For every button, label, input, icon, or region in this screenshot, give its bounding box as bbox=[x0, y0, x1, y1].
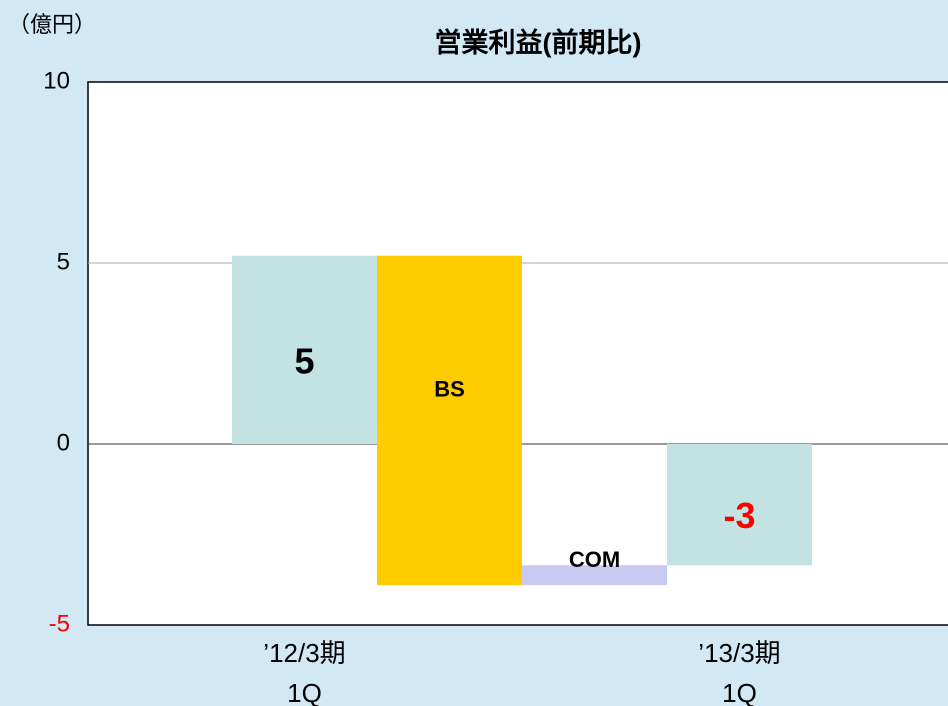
bar-name: BS bbox=[434, 376, 465, 401]
y-tick-label: 5 bbox=[57, 248, 70, 275]
y-tick-label: 10 bbox=[43, 67, 70, 94]
x-tick-label: 1Q bbox=[722, 678, 757, 706]
value-label: -3 bbox=[723, 495, 755, 536]
bar bbox=[522, 565, 667, 586]
x-tick-label: ’12/3期 bbox=[263, 638, 345, 668]
x-tick-label: 1Q bbox=[287, 678, 322, 706]
bar bbox=[667, 444, 812, 566]
y-tick-label: -5 bbox=[49, 610, 70, 637]
bar-name: COM bbox=[569, 547, 620, 572]
y-tick-label: 0 bbox=[57, 429, 70, 456]
chart-title: 営業利益(前期比) bbox=[435, 27, 642, 58]
bar bbox=[232, 255, 377, 444]
x-tick-label: ’13/3期 bbox=[698, 638, 780, 668]
bar bbox=[377, 255, 522, 586]
value-label: 5 bbox=[294, 340, 314, 381]
unit-label: （億円） bbox=[8, 12, 96, 37]
